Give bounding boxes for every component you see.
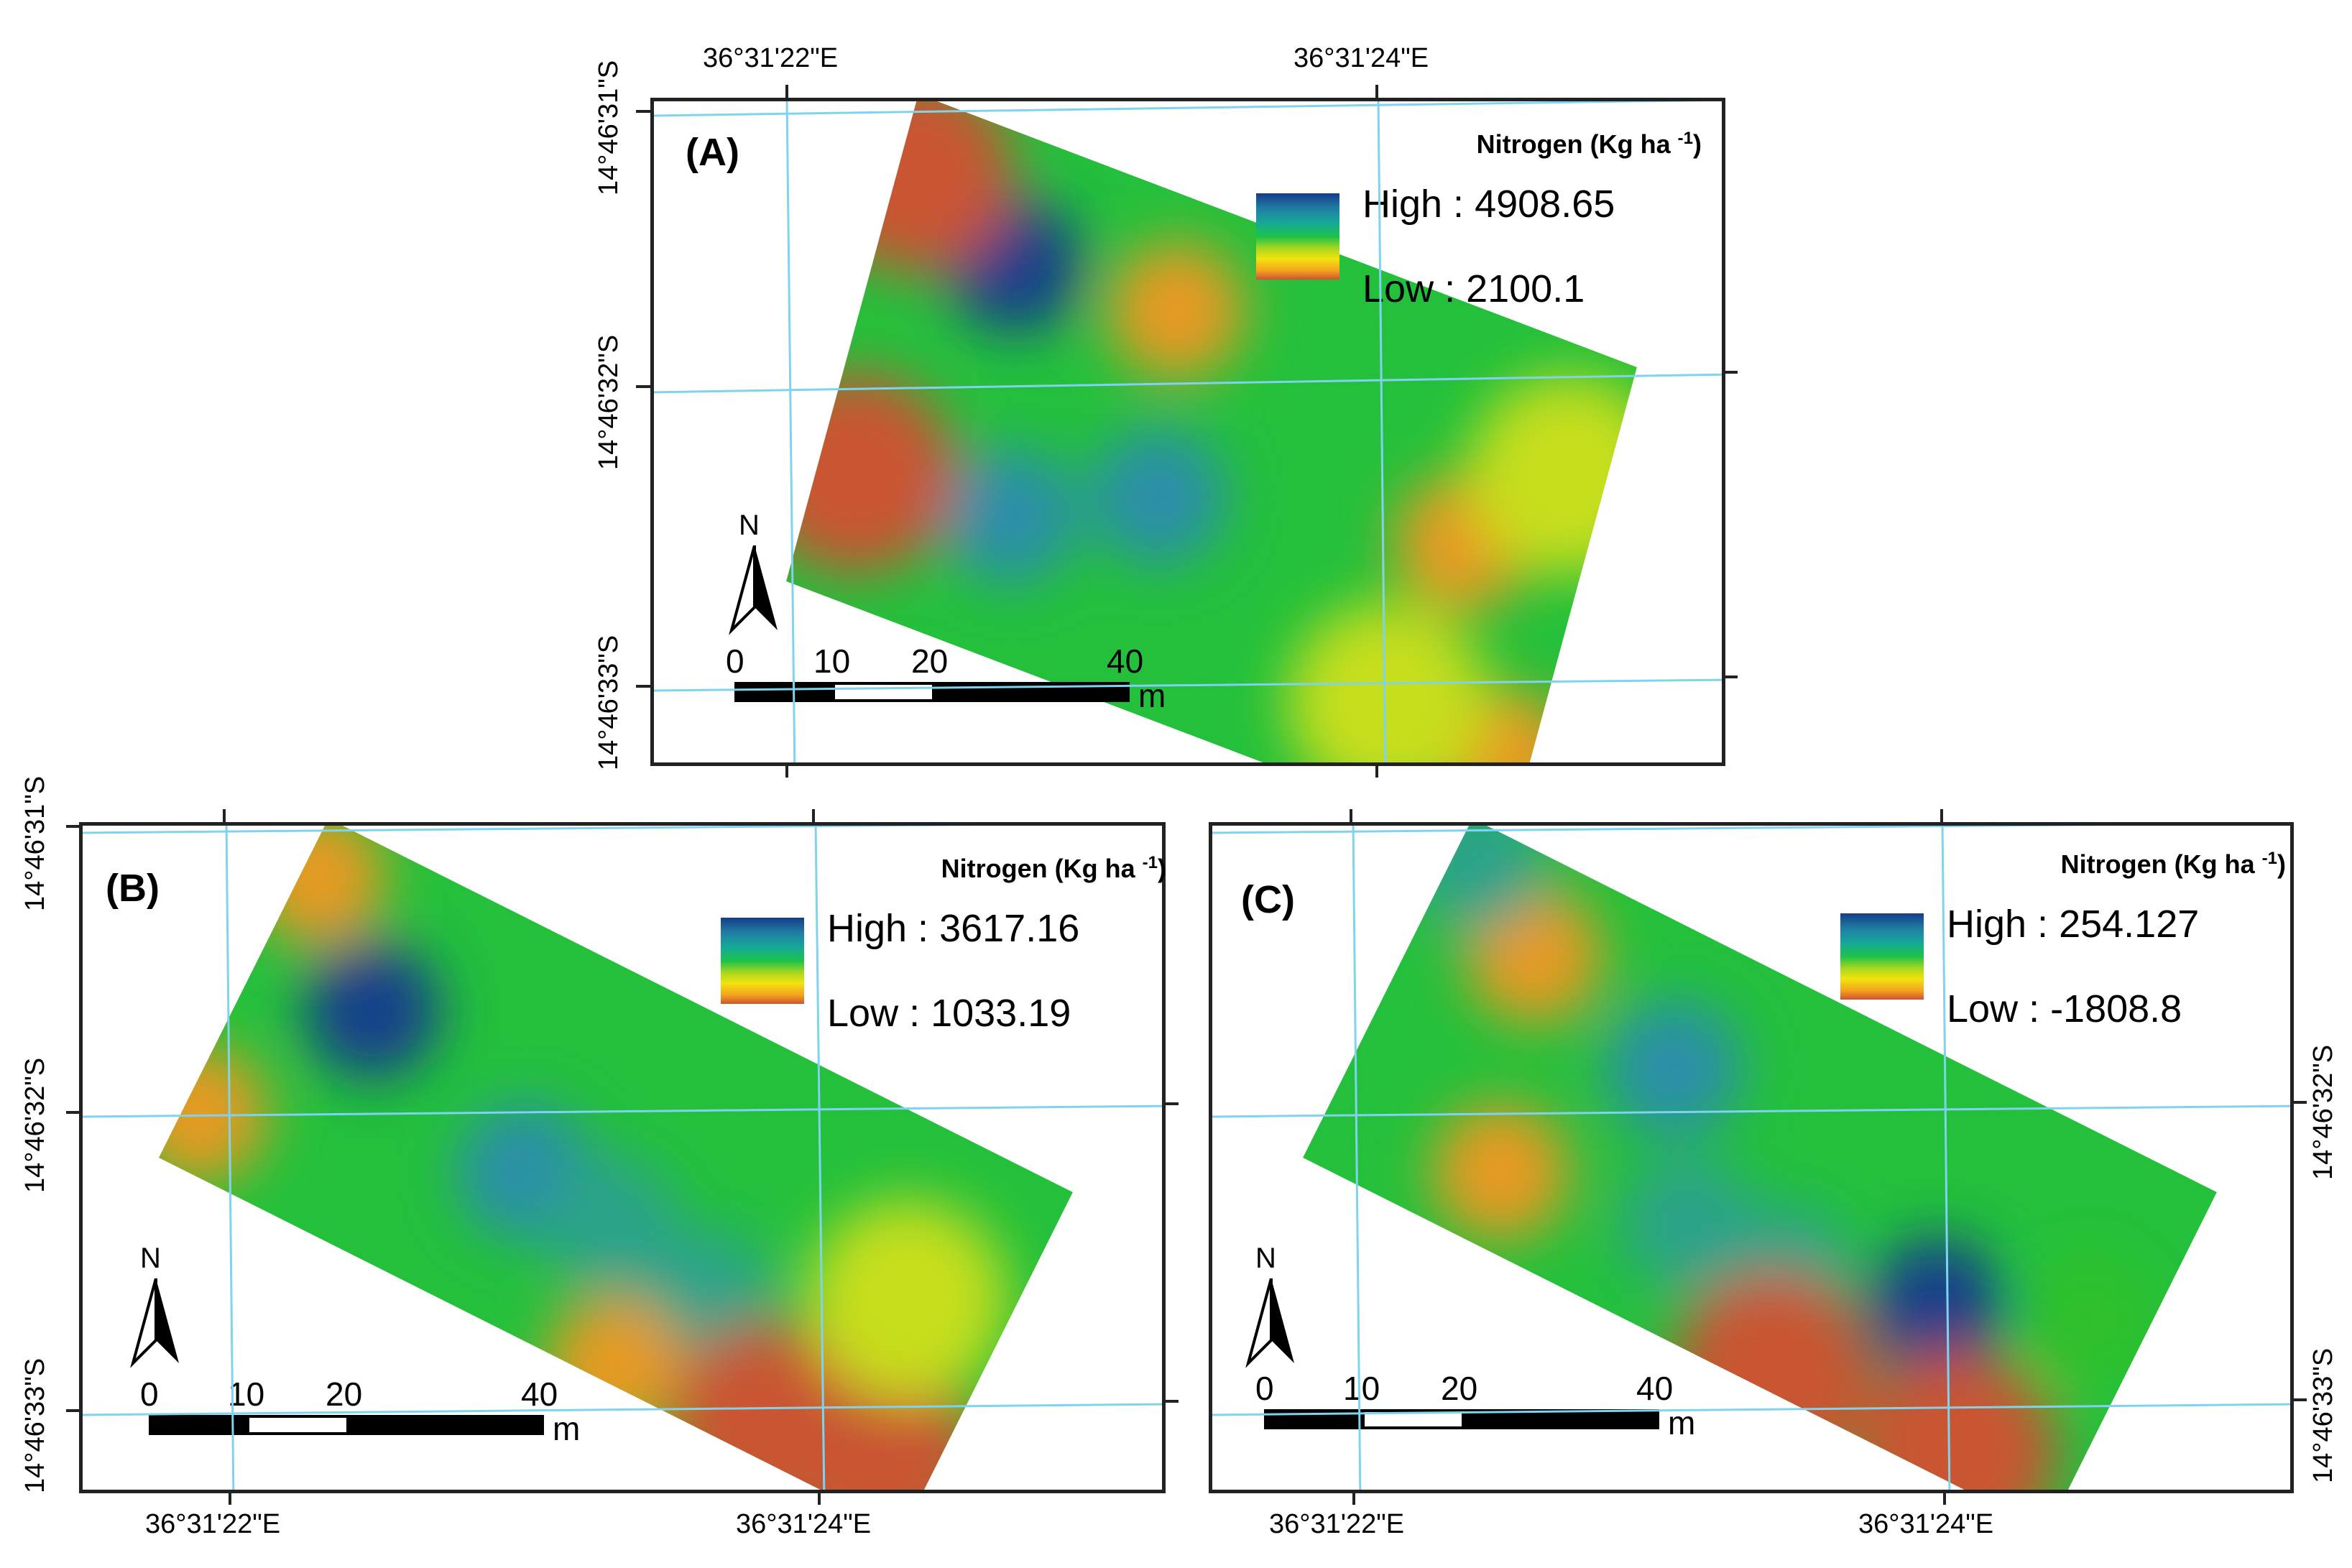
north-arrow-icon (130, 1278, 179, 1368)
north-arrow-icon (1245, 1278, 1294, 1368)
legend-title: Nitrogen (Kg ha -1) (1476, 129, 1702, 159)
scale-segment (1364, 1412, 1462, 1426)
nitrogen-surface-a (786, 101, 1637, 762)
legend-title: Nitrogen (Kg ha -1) (941, 853, 1166, 883)
panel-label: (A) (686, 131, 739, 174)
surface-hotspot (304, 941, 441, 1079)
scale-unit: m (1138, 677, 1166, 714)
lat-label: 14°46'31"S (594, 60, 624, 195)
lon-label: 36°31'22"E (1269, 1509, 1405, 1539)
legend-low-label: Low : -1808.8 (1947, 987, 2182, 1030)
scale-label-20: 20 (1441, 1370, 1478, 1407)
scale-label-0: 0 (140, 1375, 159, 1413)
scale-label-40: 40 (521, 1375, 558, 1413)
scale-bar: 0 10 20 40 m (1255, 1369, 1724, 1448)
surface-hotspot (1605, 1000, 1742, 1137)
scale-label-10: 10 (228, 1375, 265, 1413)
nitrogen-surface-c (1303, 826, 2217, 1490)
surface-hotspot (1108, 242, 1245, 379)
surface-hotspot (2020, 1250, 2157, 1387)
surface-hotspot (542, 1155, 679, 1292)
scale-label-20: 20 (326, 1375, 363, 1413)
lon-label: 36°31'22"E (703, 43, 839, 73)
legend-low-label: Low : 1033.19 (827, 992, 1071, 1035)
legend: Nitrogen (Kg ha -1) High : 3617.16 Low :… (721, 853, 1166, 1069)
surface-field (1303, 826, 2217, 1490)
north-label: N (739, 509, 760, 541)
scale-label-10: 10 (813, 642, 851, 680)
scale-segment (1462, 1412, 1656, 1426)
north-arrow: N (726, 509, 790, 639)
scale-bar: 0 10 20 40 m (726, 642, 1194, 721)
lon-label: 36°31'24"E (1858, 1509, 1994, 1539)
scale-label-40: 40 (1636, 1370, 1674, 1407)
scale-unit: m (553, 1410, 581, 1447)
map-panel-c: (C) Nitrogen (Kg ha -1) High : 254.127 L… (1209, 822, 2294, 1493)
map-panel-b: (B) Nitrogen (Kg ha -1) High : 3617.16 L… (79, 822, 1166, 1493)
lat-label: 14°46'33"S (20, 1357, 50, 1493)
surface-hotspot (1855, 1351, 2057, 1490)
color-ramp (1840, 913, 1924, 1000)
legend: Nitrogen (Kg ha -1) High : 4908.65 Low :… (1256, 129, 1702, 344)
lon-label: 36°31'24"E (736, 1509, 872, 1539)
lon-label: 36°31'22"E (145, 1509, 281, 1539)
scale-bar-graphic (1264, 1409, 1659, 1429)
legend-title: Nitrogen (Kg ha -1) (2060, 849, 2286, 879)
scale-bar-graphic (149, 1415, 544, 1435)
scale-segment (834, 685, 932, 699)
surface-hotspot (1467, 374, 1637, 576)
north-label: N (140, 1242, 161, 1274)
legend-low-label: Low : 2100.1 (1362, 267, 1585, 310)
scale-bar-graphic (734, 682, 1130, 702)
scale-bar: 0 10 20 40 m (140, 1375, 609, 1454)
legend-high-label: High : 3617.16 (827, 907, 1080, 950)
legend-high-label: High : 254.127 (1947, 903, 2200, 946)
lon-label: 36°31'24"E (1293, 43, 1429, 73)
legend-high-label: High : 4908.65 (1362, 183, 1615, 226)
lat-label: 14°46'31"S (20, 775, 50, 911)
scale-segment (932, 685, 1127, 699)
north-arrow: N (127, 1242, 192, 1372)
nitrogen-surface-b (159, 826, 1073, 1490)
surface-hotspot (941, 447, 1079, 584)
surface-hotspot (1089, 428, 1227, 566)
scale-label-0: 0 (726, 642, 744, 680)
scale-segment (346, 1418, 541, 1432)
lat-label: 14°46'32"S (20, 1057, 50, 1193)
legend: Nitrogen (Kg ha -1) High : 254.127 Low :… (1840, 849, 2286, 1064)
scale-label-40: 40 (1107, 642, 1144, 680)
north-arrow-icon (729, 545, 778, 635)
panel-label: (C) (1241, 878, 1295, 921)
surface-hotspot (1432, 1104, 1569, 1240)
scale-label-10: 10 (1343, 1370, 1380, 1407)
surface-hotspot (1286, 601, 1488, 762)
lat-label: 14°46'32"S (594, 334, 624, 470)
scale-segment (249, 1418, 346, 1432)
lat-label: 14°46'33"S (594, 635, 624, 770)
north-arrow: N (1242, 1242, 1307, 1372)
panel-label: (B) (106, 867, 160, 910)
scale-label-20: 20 (911, 642, 949, 680)
color-ramp (1256, 193, 1339, 280)
scale-segment (1267, 1412, 1365, 1426)
map-panel-a: (A) Nitrogen (Kg ha -1) High : 4908.65 L… (650, 98, 1725, 766)
lat-label: 14°46'33"S (2308, 1347, 2338, 1483)
surface-hotspot (159, 1046, 268, 1183)
lat-label: 14°46'32"S (2308, 1044, 2338, 1180)
scale-label-0: 0 (1255, 1370, 1274, 1407)
north-label: N (1255, 1242, 1276, 1274)
scale-unit: m (1668, 1404, 1696, 1442)
scale-segment (737, 685, 835, 699)
surface-hotspot (806, 1199, 1008, 1401)
scale-segment (152, 1418, 249, 1432)
color-ramp (721, 918, 804, 1004)
surface-hotspot (1868, 1237, 2005, 1375)
